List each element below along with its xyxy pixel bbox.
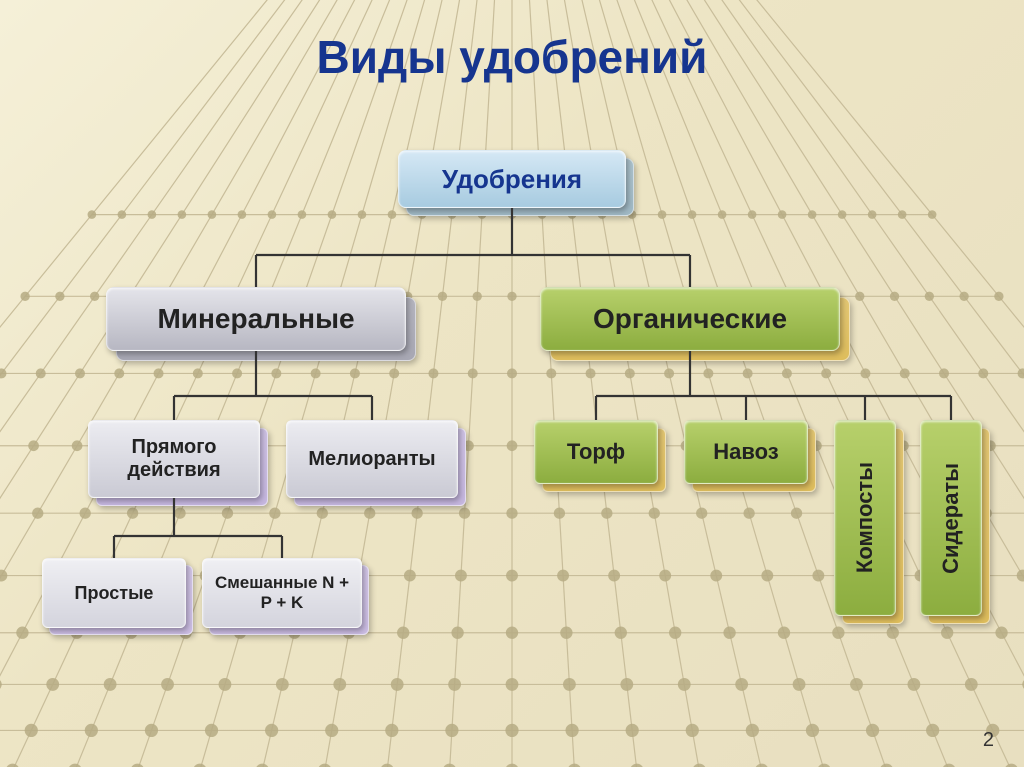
node-direct: Прямого действия [88,420,260,498]
node-manure: Навоз [684,420,808,484]
node-label-organic: Органические [589,299,791,339]
node-melior: Мелиоранты [286,420,458,498]
node-label-compost: Компосты [848,458,882,577]
node-label-mixed: Смешанные N + P + K [203,569,361,617]
node-organic: Органические [540,287,840,351]
node-label-simple: Простые [71,579,158,608]
node-peat: Торф [534,420,658,484]
node-compost: Компосты [834,420,896,616]
node-simple: Простые [42,558,186,628]
node-label-root: Удобрения [438,160,586,199]
node-label-mineral: Минеральные [153,299,358,339]
page-title: Виды удобрений [0,0,1024,84]
node-label-direct: Прямого действия [89,432,259,486]
node-label-peat: Торф [563,435,629,469]
node-siderates: Сидераты [920,420,982,616]
page-number: 2 [983,729,994,752]
node-mineral: Минеральные [106,287,406,351]
node-label-siderates: Сидераты [934,459,968,578]
node-label-manure: Навоз [709,435,782,469]
connectors-svg [0,0,1024,767]
node-mixed: Смешанные N + P + K [202,558,362,628]
node-root: Удобрения [398,150,626,208]
node-label-melior: Мелиоранты [304,444,439,475]
